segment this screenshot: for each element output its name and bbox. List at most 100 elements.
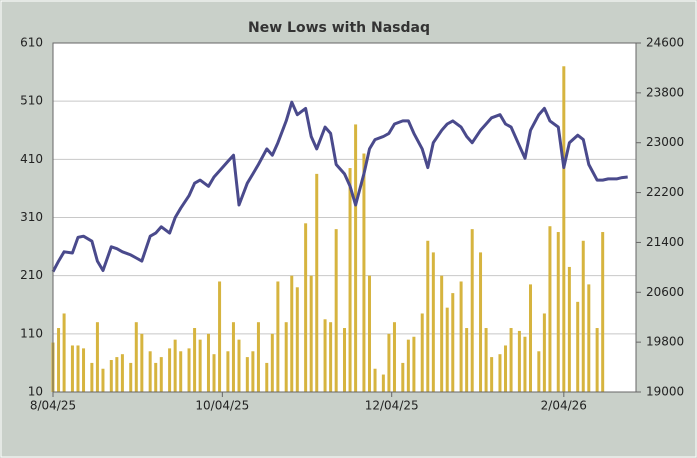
bar xyxy=(451,293,455,392)
bar xyxy=(542,313,546,392)
y2-tick-label: 23000 xyxy=(646,135,684,149)
bar xyxy=(237,339,241,392)
bar xyxy=(498,354,502,392)
y2-tick-label: 21400 xyxy=(646,235,684,249)
bar xyxy=(206,333,210,392)
bar xyxy=(595,328,599,392)
bar xyxy=(187,348,191,392)
bar xyxy=(295,287,299,392)
bar xyxy=(517,330,521,392)
bar xyxy=(581,240,585,392)
bar xyxy=(556,232,560,392)
bar xyxy=(490,357,494,392)
bar xyxy=(367,275,371,392)
bar xyxy=(304,223,308,392)
y-tick-label: 610 xyxy=(20,36,43,50)
bar xyxy=(479,252,483,392)
bar xyxy=(601,232,605,392)
bar xyxy=(251,351,255,392)
bar xyxy=(362,153,366,392)
bar xyxy=(90,362,94,392)
bar xyxy=(179,351,183,392)
bar xyxy=(284,322,288,392)
bar xyxy=(323,319,327,392)
bar xyxy=(134,322,138,392)
bar xyxy=(354,124,358,392)
x-tick-label: 12/04/25 xyxy=(365,399,419,413)
bar xyxy=(82,348,86,392)
y2-tick-label: 22200 xyxy=(646,185,684,199)
y-tick-label: 310 xyxy=(20,210,43,224)
y2-tick-label: 19800 xyxy=(646,335,684,349)
bar xyxy=(329,322,333,392)
bar xyxy=(484,328,488,392)
x-tick-label: 8/04/25 xyxy=(30,399,76,413)
bar xyxy=(159,357,163,392)
x-tick-label: 2/04/26 xyxy=(541,399,587,413)
bar xyxy=(309,275,313,392)
bar xyxy=(387,333,391,392)
bar xyxy=(537,351,541,392)
bar xyxy=(193,328,197,392)
bar xyxy=(343,328,346,392)
y2-tick-label: 20600 xyxy=(646,285,684,299)
bar xyxy=(470,229,474,392)
bar xyxy=(270,333,274,392)
bar xyxy=(334,229,338,392)
bar xyxy=(459,281,463,392)
bar xyxy=(562,66,566,393)
bar xyxy=(120,354,124,392)
bar xyxy=(226,351,230,392)
bar xyxy=(168,348,172,392)
bar xyxy=(529,284,533,392)
bar xyxy=(95,322,99,392)
bar xyxy=(129,362,133,392)
bar xyxy=(445,307,449,392)
bar xyxy=(231,322,235,392)
bar xyxy=(57,328,61,392)
y2-tick-label: 19000 xyxy=(646,385,684,399)
bar xyxy=(431,252,435,392)
bar xyxy=(426,240,430,392)
line xyxy=(51,100,628,273)
bar xyxy=(548,226,552,392)
bar xyxy=(373,368,377,392)
bar xyxy=(392,322,396,392)
bar xyxy=(315,173,319,392)
bar xyxy=(576,301,580,392)
bar xyxy=(154,362,158,392)
bar xyxy=(440,275,444,392)
bar xyxy=(290,275,294,392)
bar xyxy=(218,281,222,392)
y2-tick-label: 24600 xyxy=(646,36,684,50)
bar xyxy=(245,357,249,392)
bar xyxy=(412,336,416,392)
x-tick-label: 10/04/25 xyxy=(195,399,249,413)
bar xyxy=(381,374,385,392)
bar xyxy=(348,168,352,392)
y-tick-label: 510 xyxy=(20,94,43,108)
chart-title: New Lows with Nasdaq xyxy=(248,20,430,36)
bar xyxy=(62,313,66,392)
plot-border xyxy=(52,42,637,393)
bar xyxy=(523,336,527,392)
bar xyxy=(70,345,74,392)
y-tick-label: 410 xyxy=(20,152,43,166)
bar xyxy=(101,368,105,392)
bar xyxy=(276,281,280,392)
bar xyxy=(256,322,260,392)
y-tick-label: 10 xyxy=(28,385,43,399)
bar xyxy=(265,362,269,392)
y-tick-label: 210 xyxy=(20,268,43,282)
bar xyxy=(567,266,571,392)
bar xyxy=(173,339,177,392)
bar xyxy=(587,284,591,392)
y2-tick-label: 23800 xyxy=(646,85,684,99)
bar xyxy=(406,339,410,392)
y-tick-label: 110 xyxy=(20,326,43,340)
bar xyxy=(198,339,202,392)
bar xyxy=(504,345,508,392)
bar xyxy=(148,351,152,392)
bar xyxy=(420,313,424,392)
